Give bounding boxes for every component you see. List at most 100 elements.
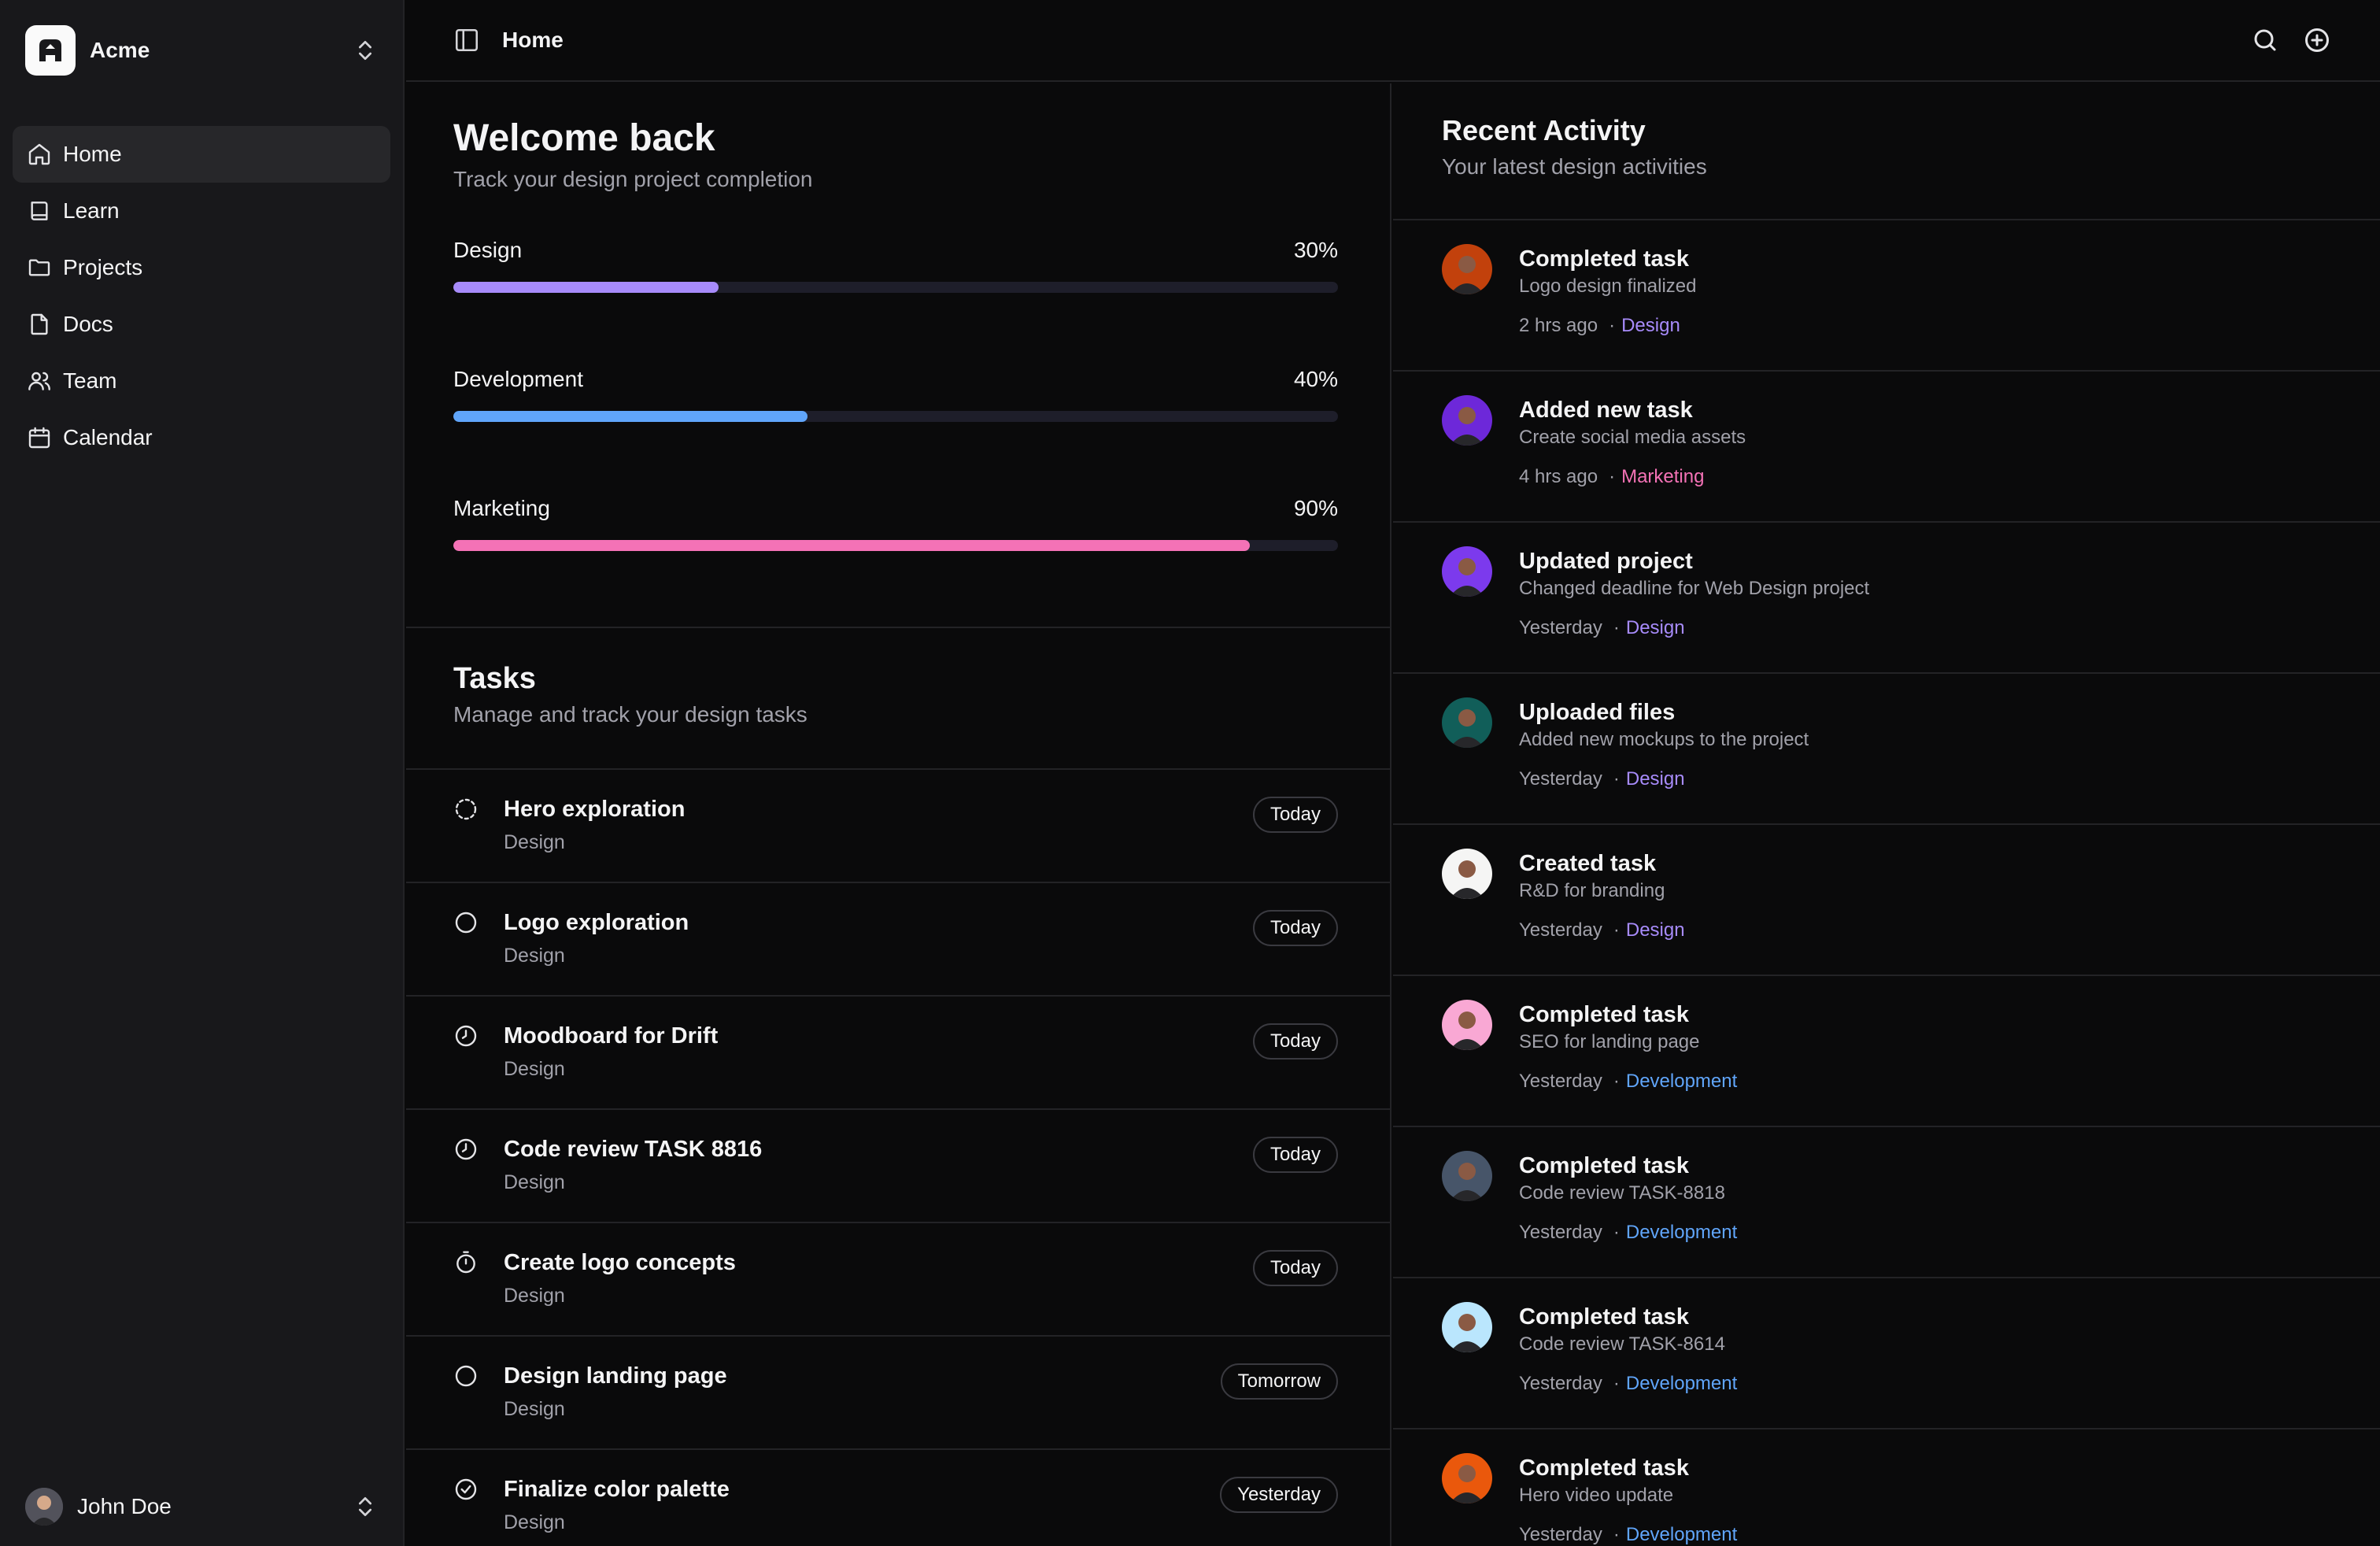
avatar [1442, 1151, 1492, 1201]
sidebar-item-label: Projects [63, 255, 143, 279]
separator-dot: · [1613, 1373, 1620, 1394]
avatar [1442, 1000, 1492, 1050]
progress-value: 30% [1293, 238, 1338, 262]
tasks-title: Tasks [453, 662, 536, 695]
task-title: Hero exploration [504, 797, 686, 822]
activity-time: 4 hrs ago [1519, 466, 1598, 487]
separator-dot: · [1613, 617, 1620, 638]
progress-track [453, 411, 1338, 422]
tasks-subtitle: Manage and track your design tasks [453, 702, 808, 727]
activity-tag[interactable]: Design [1625, 919, 1685, 941]
progress-value: 90% [1293, 496, 1338, 520]
activity-tag[interactable]: Development [1625, 1373, 1738, 1394]
activity-tag[interactable]: Design [1625, 768, 1685, 790]
progress-label: Marketing [453, 496, 550, 520]
activity-time: Yesterday [1519, 617, 1602, 638]
separator-dot: · [1609, 315, 1616, 336]
activity-title: Added new task [1519, 398, 1693, 423]
check-circle-status-icon[interactable] [453, 1477, 479, 1502]
workspace-switcher[interactable]: Acme [13, 19, 390, 82]
task-title: Finalize color palette [504, 1477, 730, 1502]
activity-tag[interactable]: Marketing [1621, 466, 1705, 487]
activity-description: Changed deadline for Web Design project [1519, 578, 1870, 599]
due-badge: Today [1252, 797, 1338, 833]
activity-time: Yesterday [1519, 1373, 1602, 1394]
avatar [1442, 395, 1492, 446]
progress-fill [453, 282, 719, 293]
sidebar-item-label: Calendar [63, 425, 153, 449]
separator-dot: · [1613, 1222, 1620, 1243]
due-badge: Today [1252, 1137, 1338, 1173]
activity-item[interactable]: Updated project Changed deadline for Web… [1393, 523, 2380, 674]
activity-panel: Recent Activity Your latest design activ… [1393, 83, 2380, 1546]
task-row[interactable]: Code review TASK 8816 Design Today [406, 1110, 1390, 1223]
progress-marketing: Marketing 90% [453, 496, 1338, 625]
search-icon[interactable] [2251, 26, 2279, 54]
activity-tag[interactable]: Development [1625, 1222, 1738, 1243]
activity-item[interactable]: Created task R&D for branding Yesterday … [1393, 825, 2380, 976]
separator-dot: · [1613, 919, 1620, 941]
sidebar-item-learn[interactable]: Learn [13, 183, 390, 239]
sidebar-item-label: Docs [63, 312, 113, 336]
acme-logo-icon [25, 25, 76, 76]
activity-title: Created task [1519, 851, 1657, 876]
clock-status-icon[interactable] [453, 1023, 479, 1049]
avatar [1442, 546, 1492, 597]
task-category: Design [504, 1058, 565, 1080]
top-bar: Home [406, 0, 2380, 82]
task-category: Design [504, 945, 565, 967]
activity-description: SEO for landing page [1519, 1031, 1700, 1052]
activity-time: Yesterday [1519, 1222, 1602, 1243]
sidebar-item-docs[interactable]: Docs [13, 296, 390, 353]
activity-title: Recent Activity [1442, 114, 1646, 146]
sidebar-nav: Home Learn Projects Docs Team Calendar [13, 126, 390, 466]
activity-description: Hero video update [1519, 1485, 1674, 1506]
sidebar-item-projects[interactable]: Projects [13, 239, 390, 296]
folder-icon [28, 259, 50, 276]
task-category: Design [504, 1398, 565, 1420]
chevrons-up-down-icon [359, 1497, 371, 1516]
activity-tag[interactable]: Design [1625, 617, 1685, 638]
circle-status-icon[interactable] [453, 1363, 479, 1389]
activity-title: Completed task [1519, 1455, 1689, 1481]
welcome-title: Welcome back [453, 117, 715, 159]
sidebar-item-team[interactable]: Team [13, 353, 390, 409]
sidebar-item-calendar[interactable]: Calendar [13, 409, 390, 466]
clock-status-icon[interactable] [453, 1137, 479, 1162]
activity-item[interactable]: Completed task SEO for landing page Yest… [1393, 976, 2380, 1127]
task-row[interactable]: Finalize color palette Design Yesterday [406, 1450, 1390, 1546]
activity-item[interactable]: Completed task Logo design finalized 2 h… [1393, 220, 2380, 372]
activity-description: Logo design finalized [1519, 276, 1697, 297]
task-row[interactable]: Design landing page Design Tomorrow [406, 1337, 1390, 1450]
dashed-circle-status-icon[interactable] [453, 797, 479, 822]
progress-track [453, 540, 1338, 551]
activity-title: Completed task [1519, 1304, 1689, 1330]
users-icon [28, 372, 50, 390]
activity-tag[interactable]: Development [1625, 1524, 1738, 1545]
task-row[interactable]: Hero exploration Design Today [406, 770, 1390, 883]
task-row[interactable]: Moodboard for Drift Design Today [406, 997, 1390, 1110]
activity-tag[interactable]: Development [1625, 1071, 1738, 1092]
sidebar-toggle-icon[interactable] [453, 27, 480, 54]
progress-track [453, 282, 1338, 293]
circle-status-icon[interactable] [453, 910, 479, 935]
activity-item[interactable]: Completed task Hero video update Yesterd… [1393, 1429, 2380, 1546]
due-badge: Today [1252, 910, 1338, 946]
activity-item[interactable]: Completed task Code review TASK-8614 Yes… [1393, 1278, 2380, 1429]
activity-item[interactable]: Uploaded files Added new mockups to the … [1393, 674, 2380, 825]
add-circle-icon[interactable] [2303, 26, 2331, 54]
timer-status-icon[interactable] [453, 1250, 479, 1275]
task-row[interactable]: Logo exploration Design Today [406, 883, 1390, 997]
activity-item[interactable]: Added new task Create social media asset… [1393, 372, 2380, 523]
activity-tag[interactable]: Design [1621, 315, 1680, 336]
due-badge: Tomorrow [1220, 1363, 1338, 1400]
sidebar-item-label: Team [63, 368, 117, 393]
activity-header: Recent Activity Your latest design activ… [1393, 83, 2380, 220]
activity-item[interactable]: Completed task Code review TASK-8818 Yes… [1393, 1127, 2380, 1278]
task-row[interactable]: Create logo concepts Design Today [406, 1223, 1390, 1337]
sidebar-item-home[interactable]: Home [13, 126, 390, 183]
avatar [25, 1488, 63, 1526]
user-menu[interactable]: John Doe [13, 1474, 390, 1540]
home-icon [28, 143, 50, 165]
